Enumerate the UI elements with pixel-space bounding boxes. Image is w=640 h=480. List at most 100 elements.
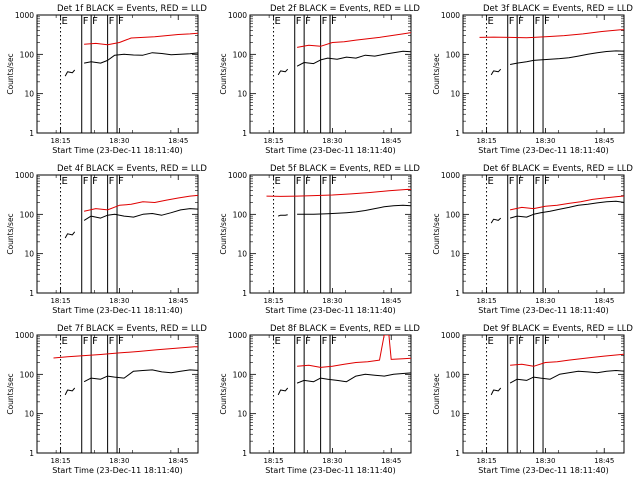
- series-lld-line: [83, 194, 198, 212]
- interval-marker-label: F: [535, 16, 541, 27]
- series-events-line: [64, 69, 76, 77]
- x-tick-label: 18:45: [381, 137, 401, 145]
- interval-marker-label: E: [488, 336, 494, 347]
- series-events-line: [84, 52, 198, 64]
- interval-marker-label: F: [544, 176, 550, 187]
- x-axis-label: Start Time (23-Dec-11 18:11:40): [265, 306, 396, 315]
- panel-title: Det 4f BLACK = Events, RED = LLD: [57, 164, 207, 174]
- y-axis-label: Counts/sec: [432, 53, 441, 94]
- y-tick-label: 1000: [15, 11, 34, 20]
- y-tick-label: 10: [450, 410, 460, 419]
- y-tick-label: 100: [233, 50, 248, 59]
- plot-area: [53, 335, 379, 453]
- series-lld-line: [479, 29, 624, 39]
- interval-marker-label: E: [62, 336, 68, 347]
- y-axis-label: Counts/sec: [432, 373, 441, 414]
- x-tick-label: 18:45: [594, 297, 614, 305]
- y-axis-label: Counts/sec: [6, 213, 15, 254]
- series-events-line: [64, 231, 76, 239]
- series-events-line: [296, 50, 411, 67]
- y-tick-label: 1: [455, 129, 460, 138]
- interval-marker-label: E: [488, 176, 494, 187]
- interval-marker-label: F: [509, 176, 515, 187]
- x-tick-label: 18:30: [109, 457, 129, 465]
- x-tick-label: 18:45: [594, 137, 614, 145]
- y-tick-label: 10: [24, 410, 34, 419]
- y-axis-label: Counts/sec: [219, 53, 228, 94]
- x-tick-label: 18:15: [263, 457, 283, 465]
- y-axis-label: Counts/sec: [432, 213, 441, 254]
- panel-5: Det 5f BLACK = Events, RED = LLD 1 10 100 10…: [219, 164, 592, 315]
- series-lld-line: [266, 188, 411, 197]
- interval-marker-label: E: [488, 16, 494, 27]
- interval-marker-label: F: [109, 336, 115, 347]
- interval-marker-label: F: [509, 336, 515, 347]
- y-axis-label: Counts/sec: [6, 53, 15, 94]
- plot-area: [60, 15, 383, 133]
- x-tick-label: 18:45: [594, 457, 614, 465]
- x-tick-label: 18:15: [50, 457, 70, 465]
- series-events-line: [64, 387, 76, 396]
- panel-4: Det 4f BLACK = Events, RED = LLD 1 10 100 10…: [6, 164, 207, 315]
- y-tick-label: 1000: [441, 171, 460, 180]
- series-events-line: [374, 43, 379, 48]
- y-tick-label: 1: [29, 449, 34, 458]
- series-lld-line: [53, 346, 198, 359]
- x-axis-label: Start Time (23-Dec-11 18:11:40): [52, 306, 183, 315]
- series-events-line: [510, 50, 624, 65]
- interval-marker-label: F: [296, 336, 302, 347]
- interval-marker-label: F: [296, 16, 302, 27]
- y-tick-label: 100: [233, 210, 248, 219]
- x-tick-label: 18:15: [263, 137, 283, 145]
- interval-marker-label: F: [518, 16, 524, 27]
- series-events-line: [83, 369, 198, 383]
- y-tick-label: 10: [24, 90, 34, 99]
- y-tick-label: 1: [29, 129, 34, 138]
- panel-1: Det 1f BLACK = Events, RED = LLD 1 10 100 10…: [6, 4, 383, 155]
- y-tick-label: 1000: [228, 331, 247, 340]
- x-tick-label: 18:30: [535, 457, 555, 465]
- series-events-line: [490, 387, 502, 396]
- x-tick-label: 18:15: [476, 297, 496, 305]
- series-events-line: [587, 205, 592, 210]
- x-tick-label: 18:15: [263, 297, 283, 305]
- series-events-line: [381, 72, 383, 90]
- y-tick-label: 100: [446, 370, 461, 379]
- series-events-line: [278, 214, 288, 217]
- interval-marker-label: F: [92, 16, 98, 27]
- panel-title: Det 3f BLACK = Events, RED = LLD: [483, 4, 633, 14]
- x-tick-label: 18:45: [381, 297, 401, 305]
- plot-area: [479, 15, 624, 133]
- x-tick-label: 18:15: [476, 137, 496, 145]
- interval-marker-label: F: [92, 176, 98, 187]
- plot-area: [60, 175, 198, 293]
- y-tick-label: 10: [237, 250, 247, 259]
- interval-marker-label: F: [535, 176, 541, 187]
- y-axis-label: Counts/sec: [6, 373, 15, 414]
- y-tick-label: 10: [450, 90, 460, 99]
- plot-area: [486, 335, 624, 453]
- panel-3: Det 3f BLACK = Events, RED = LLD 1 10 100 10…: [432, 4, 633, 155]
- interval-marker-label: F: [305, 336, 311, 347]
- interval-marker-label: F: [305, 16, 311, 27]
- panel-9: Det 9f BLACK = Events, RED = LLD 1 10 100 10…: [432, 324, 633, 475]
- series-events-line: [296, 372, 411, 384]
- interval-marker-label: F: [331, 176, 337, 187]
- series-events-line: [587, 41, 592, 45]
- y-tick-label: 100: [20, 370, 35, 379]
- x-tick-label: 18:30: [535, 137, 555, 145]
- interval-marker-label: F: [118, 176, 124, 187]
- panel-8: Det 8f BLACK = Events, RED = LLD 1 10 100 10…: [219, 324, 420, 475]
- interval-marker-label: F: [109, 16, 115, 27]
- series-events-line: [490, 217, 502, 224]
- series-events-line: [374, 363, 379, 368]
- x-tick-label: 18:45: [168, 137, 188, 145]
- panel-title: Det 7f BLACK = Events, RED = LLD: [57, 324, 207, 334]
- panel-2: Det 2f BLACK = Events, RED = LLD 1 10 100 10…: [219, 4, 592, 155]
- series-lld-line: [509, 195, 624, 211]
- y-tick-label: 1000: [15, 331, 34, 340]
- x-tick-label: 18:30: [322, 297, 342, 305]
- series-events-line: [297, 204, 411, 215]
- interval-marker-label: F: [331, 336, 337, 347]
